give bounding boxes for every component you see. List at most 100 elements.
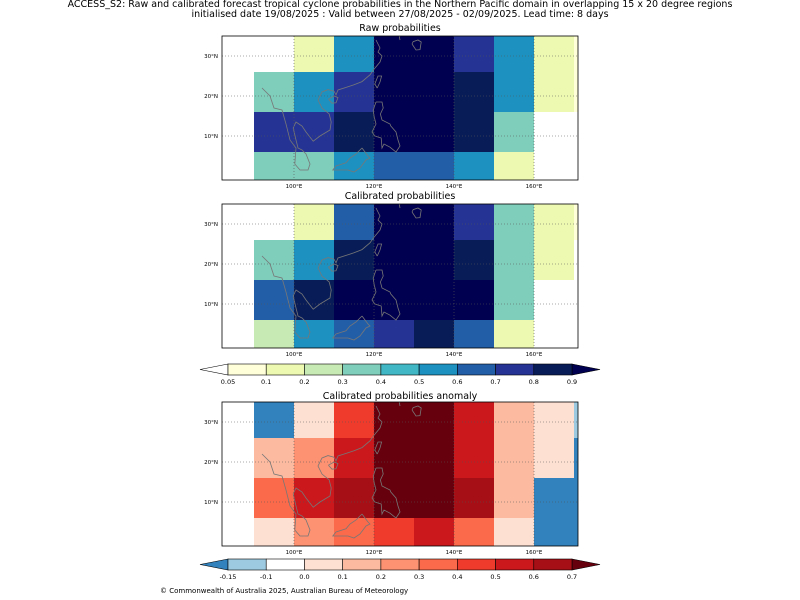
- x-tick-label: 100°E: [286, 184, 303, 190]
- x-tick-label: 100°E: [286, 550, 303, 556]
- coastline: [328, 461, 339, 470]
- map-cell-0-5: [454, 402, 494, 438]
- copyright-notice: © Commonwealth of Australia 2025, Austra…: [160, 587, 409, 595]
- map-cell-0-2: [334, 402, 374, 438]
- map-cell-0-1: [294, 36, 334, 72]
- map-cells: [254, 204, 578, 348]
- y-tick-label: 20°N: [204, 460, 218, 466]
- map-cell-1-8: [574, 240, 578, 280]
- colorbar-tick-label: 0.7: [567, 573, 577, 581]
- map-cell-3-1: [294, 152, 334, 180]
- colorbar-tick-label: 0.4: [376, 378, 386, 386]
- y-tick-label: 10°N: [204, 134, 218, 140]
- colorbar-tick-label: 0.8: [529, 378, 539, 386]
- y-tick-label: 10°N: [204, 500, 218, 506]
- gridlines: [222, 36, 578, 180]
- map-cell-3-6: [494, 518, 534, 546]
- map-cell-1-1: [294, 72, 334, 112]
- colorbar-under-arrow: [199, 558, 229, 571]
- coastline: [371, 269, 401, 321]
- colorbar-tick-label: 0.2: [376, 573, 386, 581]
- map-cell-0-8: [574, 402, 578, 438]
- figure-title-line1: ACCESS_S2: Raw and calibrated forecast t…: [67, 0, 733, 10]
- map-cell-2-8: [574, 478, 578, 518]
- map-cell-3-7: [534, 518, 574, 546]
- panel-title-raw: Raw probabilities: [359, 23, 441, 34]
- map-cell-3-2: [334, 518, 374, 546]
- map-cell-1-2: [334, 72, 374, 112]
- panel-title-anomaly: Calibrated probabilities anomaly: [322, 391, 478, 402]
- map-cell-1-0: [254, 72, 294, 112]
- map-cell-3-6: [494, 152, 534, 180]
- map-cell-3-1: [294, 518, 334, 546]
- map-cell-2-3: [374, 280, 414, 320]
- colorbar-tick-label: 0.1: [337, 573, 347, 581]
- colorbar-tick-label: -0.1: [260, 573, 273, 581]
- x-tick-label: 140°E: [446, 184, 463, 190]
- coastline: [331, 513, 371, 539]
- map-cell-3-5: [454, 320, 494, 348]
- map-cell-3-6: [494, 320, 534, 348]
- map-cell-2-3: [374, 478, 414, 518]
- coastlines: [261, 204, 422, 341]
- y-tick-label: 30°N: [204, 54, 218, 60]
- map-cell-1-7: [534, 240, 574, 280]
- map-cell-0-0: [254, 402, 294, 438]
- map-cell-1-5: [454, 240, 494, 280]
- map-cell-1-6: [494, 438, 534, 478]
- map-cell-0-8: [574, 204, 578, 240]
- map-cell-1-4: [414, 72, 454, 112]
- gridlines: [222, 402, 578, 546]
- colorbar-segment: [533, 363, 573, 376]
- coastline: [261, 39, 383, 171]
- map-cell-0-3: [374, 204, 414, 240]
- coastline: [411, 405, 422, 417]
- map-cell-3-4: [414, 320, 454, 348]
- map-cell-3-8: [574, 152, 578, 180]
- map-cell-1-6: [494, 72, 534, 112]
- coastline: [398, 402, 401, 407]
- map-cell-2-4: [414, 112, 454, 152]
- x-tick-label: 120°E: [366, 352, 383, 358]
- map-cell-0-3: [374, 36, 414, 72]
- map-cell-2-6: [494, 112, 534, 152]
- map-frame: [221, 35, 579, 181]
- map-cell-0-0: [254, 204, 294, 240]
- coastline: [411, 39, 422, 51]
- x-tick-label: 140°E: [446, 550, 463, 556]
- figure-title-line2: initialised date 19/08/2025 : Valid betw…: [191, 9, 609, 20]
- map-cell-3-7: [534, 152, 574, 180]
- colorbar-segment: [227, 558, 267, 571]
- coastline: [398, 36, 401, 41]
- map-cell-3-5: [454, 518, 494, 546]
- map-cell-0-7: [534, 36, 574, 72]
- map-frame: [221, 203, 579, 349]
- colorbar-tick-label: 0.3: [337, 378, 347, 386]
- map-cell-3-4: [414, 518, 454, 546]
- map-cell-0-5: [454, 36, 494, 72]
- map-cell-3-4: [414, 152, 454, 180]
- colorbar-tick-label: 0.05: [221, 378, 235, 386]
- x-tick-label: 140°E: [446, 352, 463, 358]
- colorbar-tick-label: -0.15: [220, 573, 237, 581]
- map-cell-1-2: [334, 438, 374, 478]
- map-cell-2-7: [534, 478, 574, 518]
- map-cell-2-4: [414, 478, 454, 518]
- map-cell-1-7: [534, 72, 574, 112]
- map-cell-0-3: [374, 402, 414, 438]
- x-tick-label: 160°E: [526, 352, 543, 358]
- colorbar-tick-label: 0.4: [452, 573, 462, 581]
- colorbar-tick-label: 0.6: [529, 573, 539, 581]
- colorbar-tick-label: 0.6: [452, 378, 462, 386]
- map-cell-3-3: [374, 518, 414, 546]
- y-tick-label: 20°N: [204, 262, 218, 268]
- map-cell-1-5: [454, 438, 494, 478]
- colorbar-tick-label: 0.2: [299, 378, 309, 386]
- map-cell-3-1: [294, 320, 334, 348]
- coastline: [374, 243, 383, 257]
- colorbar-segment: [304, 558, 343, 571]
- map-cell-0-6: [494, 402, 534, 438]
- map-cell-3-8: [574, 320, 578, 348]
- map-cell-0-2: [334, 204, 374, 240]
